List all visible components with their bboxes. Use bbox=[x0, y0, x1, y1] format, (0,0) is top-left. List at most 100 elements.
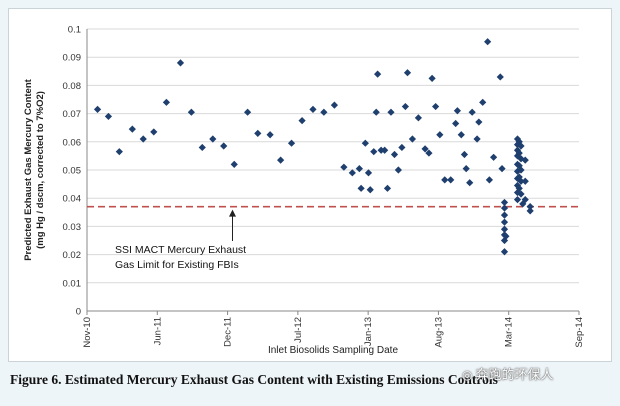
y-tick-label: 0.02 bbox=[63, 250, 82, 261]
data-point bbox=[230, 160, 238, 168]
data-point bbox=[526, 203, 534, 211]
wechat-icon: ◎ bbox=[462, 368, 473, 382]
data-point bbox=[500, 204, 509, 212]
data-point bbox=[187, 108, 195, 116]
data-point bbox=[372, 108, 380, 116]
data-point bbox=[521, 156, 529, 164]
data-point bbox=[457, 131, 465, 139]
y-tick-label: 0.04 bbox=[63, 194, 82, 205]
data-point bbox=[475, 118, 483, 126]
data-point bbox=[398, 143, 406, 152]
data-point bbox=[287, 139, 296, 147]
data-point bbox=[468, 108, 476, 116]
data-point bbox=[374, 70, 382, 78]
x-tick-label: Dec-11 bbox=[223, 317, 234, 347]
data-point bbox=[500, 211, 509, 219]
data-point bbox=[436, 131, 444, 139]
x-tick-label: Jan-13 bbox=[363, 317, 374, 346]
data-point bbox=[357, 184, 365, 192]
watermark: ◎ 奔跑的环保人 bbox=[462, 364, 554, 383]
data-point bbox=[198, 143, 206, 152]
data-point bbox=[150, 128, 158, 136]
data-point bbox=[473, 135, 481, 143]
data-point bbox=[104, 112, 113, 121]
data-point bbox=[408, 135, 417, 143]
data-point bbox=[93, 105, 102, 113]
data-point bbox=[381, 146, 389, 154]
annotation-arrowhead bbox=[228, 209, 236, 217]
data-point bbox=[425, 149, 433, 157]
data-point bbox=[403, 69, 412, 77]
data-point bbox=[515, 149, 523, 157]
data-point bbox=[453, 107, 462, 115]
data-point bbox=[500, 236, 509, 245]
data-point bbox=[254, 129, 262, 137]
data-point bbox=[383, 184, 392, 192]
data-point bbox=[515, 184, 523, 192]
data-point bbox=[447, 176, 455, 184]
watermark-text: 奔跑的环保人 bbox=[475, 368, 554, 383]
figure-caption: Figure 6. Estimated Mercury Exhaust Gas … bbox=[10, 372, 498, 387]
data-point bbox=[462, 164, 470, 173]
x-tick-label: Nov-10 bbox=[82, 317, 93, 348]
y-tick-labels: 0 0.01 0.02 0.03 0.04 0.05 0.06 0.07 0.08 0.09 0.1 bbox=[63, 25, 82, 318]
data-point bbox=[387, 108, 395, 116]
y-tick-label: 0.03 bbox=[63, 222, 82, 233]
x-tick-label: Jun-11 bbox=[152, 317, 163, 345]
data-point bbox=[500, 218, 509, 226]
y-tick-label: 0.06 bbox=[63, 137, 82, 148]
gridlines bbox=[87, 28, 579, 284]
data-point bbox=[513, 196, 522, 204]
data-point bbox=[421, 145, 429, 153]
y-axis-label-line-1: Predicted Exhaust Gas Mercury Content bbox=[23, 78, 34, 260]
y-tick-label: 0.07 bbox=[63, 109, 82, 120]
data-point bbox=[298, 117, 306, 125]
annotation-line-2: Gas Limit for Existing FBIs bbox=[115, 259, 239, 271]
data-point bbox=[517, 166, 525, 174]
data-point bbox=[517, 142, 525, 150]
data-point bbox=[485, 176, 493, 184]
data-point bbox=[428, 74, 436, 82]
limit-annotation: SSI MACT Mercury Exhaust Gas Limit for E… bbox=[115, 209, 246, 271]
data-point bbox=[209, 135, 217, 143]
data-point bbox=[441, 176, 449, 184]
data-point bbox=[348, 169, 356, 177]
data-point bbox=[115, 148, 123, 156]
data-point bbox=[309, 105, 317, 113]
y-tick-label: 0.08 bbox=[63, 81, 82, 92]
data-point bbox=[526, 207, 534, 215]
data-point bbox=[502, 232, 510, 240]
chart-panel: 0 0.01 0.02 0.03 0.04 0.05 0.06 0.07 0.08 0.09 0.1… bbox=[8, 8, 612, 362]
data-point bbox=[460, 150, 469, 159]
data-point bbox=[355, 164, 363, 173]
data-point bbox=[479, 98, 487, 106]
data-point bbox=[500, 225, 509, 233]
y-axis-label: Predicted Exhaust Gas Mercury Content (m… bbox=[23, 78, 46, 260]
data-point bbox=[320, 108, 328, 116]
y-tick-label: 0.1 bbox=[68, 25, 81, 36]
data-point bbox=[277, 156, 285, 164]
data-point bbox=[496, 73, 504, 81]
data-point bbox=[128, 125, 136, 133]
data-point bbox=[176, 59, 185, 67]
data-point bbox=[364, 169, 373, 177]
data-point bbox=[452, 119, 460, 128]
data-point bbox=[500, 248, 509, 256]
y-axis-label-line-2: (mg Hg / dscm, corrected to 7%O2) bbox=[35, 91, 46, 249]
data-point bbox=[500, 198, 509, 207]
data-point bbox=[244, 108, 252, 116]
data-point bbox=[517, 177, 525, 185]
x-tick-label: Sep-14 bbox=[574, 317, 585, 348]
y-tick-label: 0.01 bbox=[63, 278, 82, 289]
data-point bbox=[162, 98, 171, 106]
x-tick-labels: Nov-10 Jun-11 Dec-11 Jul-12 Jan-13 Aug-13 Mar-… bbox=[82, 311, 585, 348]
data-point bbox=[340, 163, 348, 171]
annotation-line-1: SSI MACT Mercury Exhaust bbox=[115, 244, 246, 256]
x-axis-label: Inlet Biosolids Sampling Date bbox=[268, 345, 399, 356]
x-tick-label: Aug-13 bbox=[433, 317, 444, 348]
y-tick-label: 0.05 bbox=[63, 166, 82, 177]
data-point bbox=[330, 101, 339, 109]
data-points bbox=[93, 38, 534, 256]
x-tick-label: Mar-14 bbox=[504, 317, 515, 347]
data-point bbox=[517, 190, 525, 198]
